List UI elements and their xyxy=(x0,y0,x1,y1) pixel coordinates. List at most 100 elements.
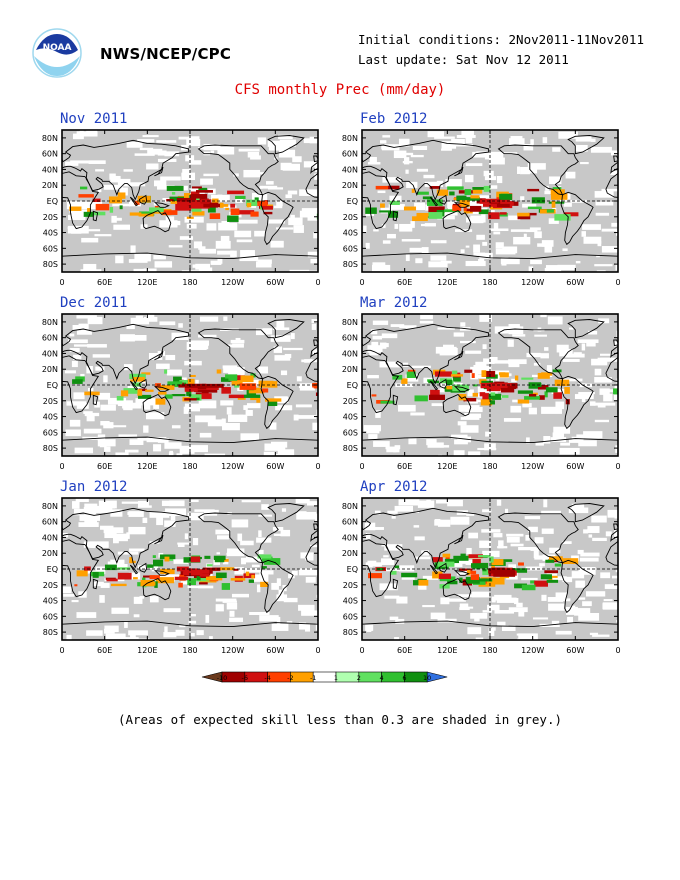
lat-label: 80N xyxy=(342,318,358,327)
lat-label: 80S xyxy=(43,260,58,269)
lon-label: 0 xyxy=(615,278,620,287)
lat-label: 60S xyxy=(43,612,58,621)
colorbar-tick: -2 xyxy=(287,674,293,682)
lon-label: 60E xyxy=(397,462,412,471)
lon-label: 60E xyxy=(97,278,112,287)
lat-label: 80S xyxy=(343,628,358,637)
lat-label: 80N xyxy=(42,134,58,143)
lon-label: 0 xyxy=(359,462,364,471)
lon-label: 180 xyxy=(182,278,197,287)
last-update: Last update: Sat Nov 12 2011 xyxy=(358,52,569,67)
lon-label: 0 xyxy=(315,646,320,655)
lat-label: 20N xyxy=(342,365,358,374)
colorbar-tick: -6 xyxy=(242,674,248,682)
colorbar-tick: 4 xyxy=(380,674,384,682)
lat-label: EQ xyxy=(47,197,58,206)
lat-label: 60N xyxy=(42,150,58,159)
agency-name: NWS/NCEP/CPC xyxy=(100,45,232,63)
lat-label: 80S xyxy=(43,628,58,637)
lon-label: 0 xyxy=(59,646,64,655)
lon-label: 0 xyxy=(315,278,320,287)
panel-title-jan-2012: Jan 2012 xyxy=(60,479,128,495)
panel-title-mar-2012: Mar 2012 xyxy=(360,295,428,311)
lon-label: 120E xyxy=(437,278,457,287)
lat-label: 80S xyxy=(343,444,358,453)
lat-label: 20N xyxy=(42,365,58,374)
lon-label: 120E xyxy=(137,278,157,287)
lat-label: 80N xyxy=(42,502,58,511)
lon-label: 120W xyxy=(521,646,544,655)
colorbar-segment xyxy=(335,671,360,683)
colorbar: -10 -6 -4 -2 -1 1 2 4 6 10 xyxy=(201,671,448,683)
lon-label: 60E xyxy=(97,462,112,471)
lat-label: 20S xyxy=(343,213,358,222)
lat-label: 20S xyxy=(343,581,358,590)
lat-label: 40S xyxy=(43,413,58,422)
lon-label: 60E xyxy=(397,278,412,287)
panel-title-dec-2011: Dec 2011 xyxy=(60,295,128,311)
lon-label: 180 xyxy=(182,462,197,471)
lat-label: 20S xyxy=(343,397,358,406)
colorbar-segment xyxy=(381,671,405,683)
lat-label: 20S xyxy=(43,581,58,590)
lat-label: 40S xyxy=(343,413,358,422)
colorbar-tick: 6 xyxy=(402,674,406,682)
lat-label: 60S xyxy=(343,612,358,621)
lat-label: 40S xyxy=(343,229,358,238)
lat-label: 60N xyxy=(342,518,358,527)
lat-label: 60N xyxy=(42,518,58,527)
lat-label: 80S xyxy=(343,260,358,269)
lat-label: 60N xyxy=(42,334,58,343)
page-title: CFS monthly Prec (mm/day) xyxy=(234,82,446,98)
lon-label: 60W xyxy=(566,278,584,287)
lon-label: 60E xyxy=(97,646,112,655)
lon-label: 60W xyxy=(266,278,284,287)
lon-label: 0 xyxy=(359,278,364,287)
lat-label: EQ xyxy=(47,565,58,574)
lat-label: 60N xyxy=(342,334,358,343)
lon-label: 60W xyxy=(266,646,284,655)
lon-label: 120E xyxy=(137,462,157,471)
lon-label: 180 xyxy=(482,278,497,287)
lat-label: 80N xyxy=(342,134,358,143)
lon-label: 180 xyxy=(482,462,497,471)
lat-label: 40S xyxy=(343,597,358,606)
panel-title-nov-2011: Nov 2011 xyxy=(60,111,128,127)
lat-label: 20N xyxy=(42,549,58,558)
lon-label: 0 xyxy=(59,278,64,287)
lon-label: 0 xyxy=(59,462,64,471)
lon-label: 120E xyxy=(137,646,157,655)
lat-label: 40N xyxy=(42,165,58,174)
lon-label: 0 xyxy=(615,462,620,471)
colorbar-tick: 10 xyxy=(423,674,431,682)
lat-label: 20N xyxy=(42,181,58,190)
panel-title-apr-2012: Apr 2012 xyxy=(360,479,428,495)
lon-label: 120W xyxy=(221,278,244,287)
lat-label: 20N xyxy=(342,549,358,558)
lat-label: 80N xyxy=(342,502,358,511)
lat-label: 60S xyxy=(43,428,58,437)
lat-label: 80N xyxy=(42,318,58,327)
colorbar-segment xyxy=(358,671,382,683)
lon-label: 0 xyxy=(315,462,320,471)
lon-label: 120W xyxy=(521,278,544,287)
lon-label: 180 xyxy=(482,646,497,655)
lat-label: 40N xyxy=(342,165,358,174)
lat-label: 20N xyxy=(342,181,358,190)
lat-label: 40S xyxy=(43,597,58,606)
lon-label: 60W xyxy=(566,646,584,655)
lon-label: 0 xyxy=(359,646,364,655)
lat-label: EQ xyxy=(347,381,358,390)
lon-label: 120W xyxy=(221,462,244,471)
lon-label: 120W xyxy=(521,462,544,471)
colorbar-tick: 1 xyxy=(334,674,338,682)
noaa-logo-icon: NOAA xyxy=(32,28,82,78)
lon-label: 0 xyxy=(615,646,620,655)
lat-label: 60S xyxy=(343,428,358,437)
lon-label: 120E xyxy=(437,462,457,471)
skill-note: (Areas of expected skill less than 0.3 a… xyxy=(117,712,562,727)
